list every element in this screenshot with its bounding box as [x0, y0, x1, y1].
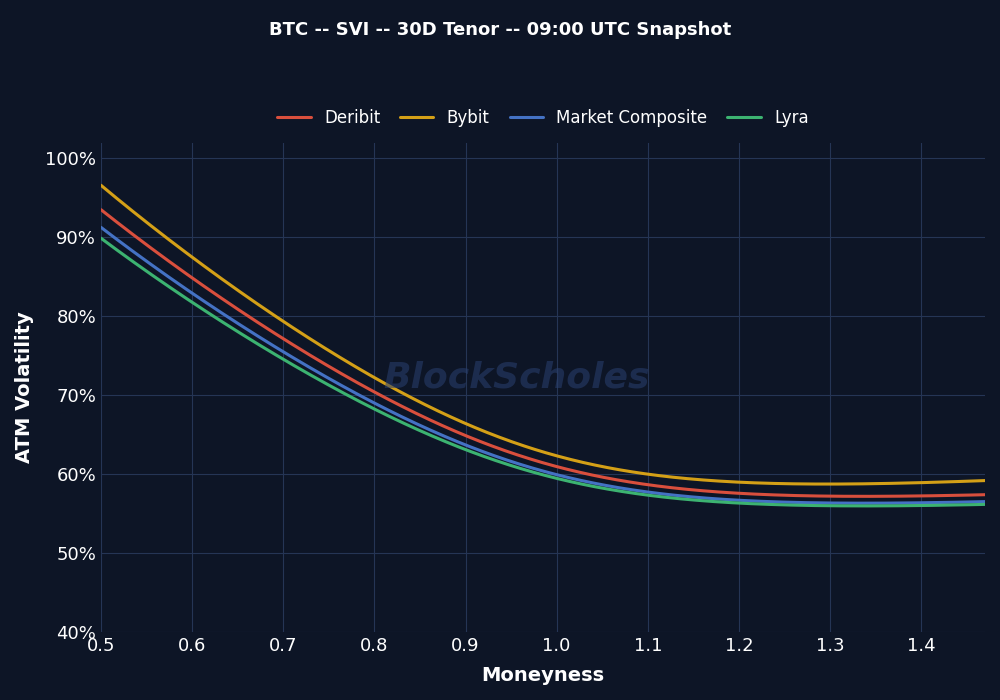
Lyra: [621, 488, 633, 496]
Market Composite: [960, 498, 972, 506]
Line: Market Composite: Market Composite: [101, 228, 985, 503]
Market Composite: [979, 498, 991, 506]
Deribit: [859, 492, 871, 500]
Lyra: [820, 501, 832, 510]
Market Composite: [573, 476, 585, 484]
Lyra: [960, 500, 972, 509]
Lyra: [520, 466, 532, 475]
Deribit: [520, 454, 532, 462]
Market Composite: [820, 499, 832, 508]
Market Composite: [515, 461, 527, 469]
Lyra: [859, 502, 871, 510]
Market Composite: [95, 223, 107, 232]
Deribit: [820, 492, 832, 500]
Bybit: [95, 181, 107, 190]
Line: Deribit: Deribit: [101, 210, 985, 496]
Deribit: [621, 477, 633, 486]
Lyra: [979, 500, 991, 509]
Legend: Deribit, Bybit, Market Composite, Lyra: Deribit, Bybit, Market Composite, Lyra: [271, 102, 815, 133]
Deribit: [95, 206, 107, 214]
Deribit: [515, 452, 527, 460]
Market Composite: [859, 499, 871, 508]
Lyra: [515, 464, 527, 473]
Deribit: [573, 468, 585, 477]
Bybit: [515, 441, 527, 449]
Bybit: [960, 477, 972, 486]
Market Composite: [520, 462, 532, 470]
Bybit: [573, 457, 585, 466]
X-axis label: Moneyness: Moneyness: [481, 666, 605, 685]
Deribit: [960, 491, 972, 499]
Y-axis label: ATM Volatility: ATM Volatility: [15, 312, 34, 463]
Bybit: [520, 442, 532, 451]
Text: BlockScholes: BlockScholes: [383, 360, 650, 395]
Line: Lyra: Lyra: [101, 238, 985, 506]
Text: BTC -- SVI -- 30D Tenor -- 09:00 UTC Snapshot: BTC -- SVI -- 30D Tenor -- 09:00 UTC Sna…: [269, 21, 731, 39]
Bybit: [979, 477, 991, 485]
Line: Bybit: Bybit: [101, 186, 985, 484]
Bybit: [621, 467, 633, 475]
Lyra: [95, 234, 107, 242]
Lyra: [573, 480, 585, 488]
Bybit: [821, 480, 833, 489]
Bybit: [820, 480, 832, 489]
Deribit: [979, 491, 991, 499]
Market Composite: [621, 485, 633, 494]
